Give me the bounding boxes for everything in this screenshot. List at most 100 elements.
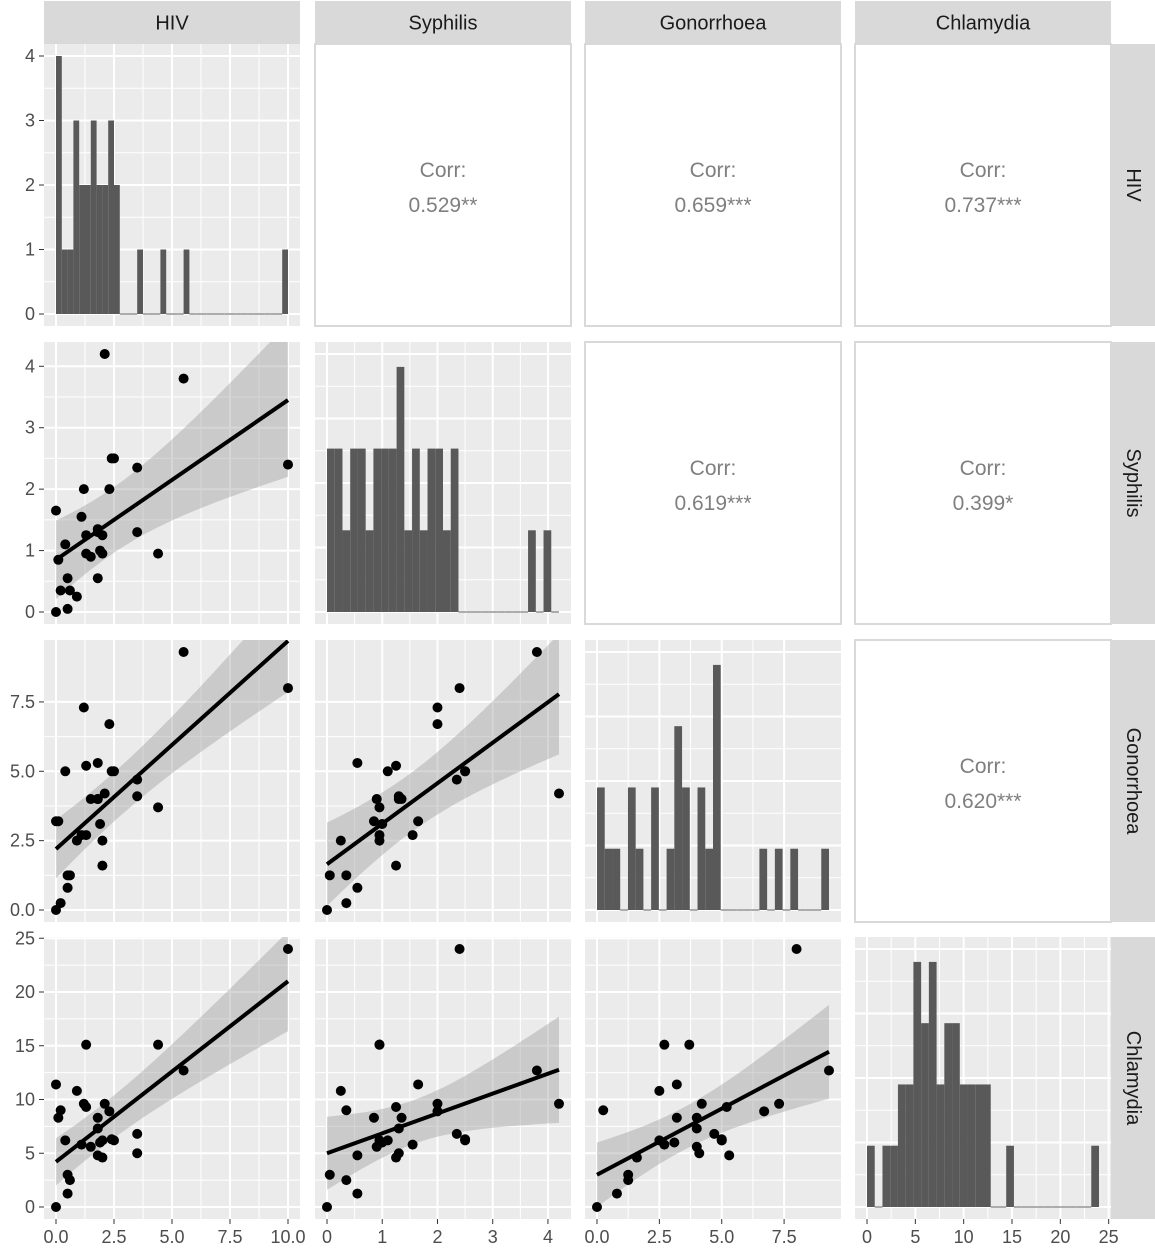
panel-background — [315, 937, 571, 1219]
histogram-bar — [674, 726, 683, 910]
data-point — [382, 766, 393, 777]
histogram-bar — [365, 530, 374, 612]
data-point — [432, 1098, 443, 1109]
corr-label: Corr: — [960, 457, 1007, 480]
histogram-bar — [357, 448, 366, 612]
panel-chlamydia-hiv — [44, 937, 300, 1219]
panel-syphilis-hiv — [44, 342, 300, 624]
y-tick-label-chlamydia: 10 — [15, 1090, 35, 1110]
data-point — [60, 766, 71, 777]
histogram-bar — [350, 448, 358, 612]
histogram-bar — [381, 448, 389, 612]
data-point — [55, 1105, 66, 1116]
corr-label: Corr: — [690, 457, 737, 480]
corr-label: Corr: — [960, 755, 1007, 778]
x-tick-label-syphilis: 0 — [322, 1227, 332, 1247]
histogram-bar — [373, 448, 382, 612]
data-point — [81, 1102, 92, 1113]
histogram-bar — [412, 448, 420, 612]
data-point — [81, 760, 92, 771]
data-point — [659, 1039, 670, 1050]
x-tick-label-hiv: 2.5 — [101, 1227, 126, 1247]
data-point — [413, 1079, 424, 1090]
data-point — [709, 1128, 720, 1139]
y-tick-label-chlamydia: 25 — [15, 928, 35, 948]
histogram-bar — [388, 448, 397, 612]
histogram-bar — [79, 185, 85, 314]
x-tick-label-chlamydia: 0 — [862, 1227, 872, 1247]
x-tick-label-syphilis: 3 — [488, 1227, 498, 1247]
y-tick-label-chlamydia: 15 — [15, 1036, 35, 1056]
data-point — [97, 548, 108, 559]
regression-line — [54, 640, 290, 851]
histogram-bar — [959, 1084, 968, 1207]
x-tick-label-hiv: 7.5 — [217, 1227, 242, 1247]
data-point — [391, 1102, 402, 1113]
histogram-bar — [666, 848, 675, 910]
data-point — [81, 1039, 92, 1050]
panel-gonorrhoea-syphilis — [315, 640, 571, 922]
data-point — [85, 794, 96, 805]
histogram-bar — [597, 787, 605, 910]
y-tick-label-gonorrhoea: 7.5 — [10, 692, 35, 712]
y-tick-label-syphilis: 0 — [25, 602, 35, 622]
panel-plot-area — [322, 640, 564, 915]
y-tick-label-hiv: 0 — [25, 304, 35, 324]
histogram-bar — [759, 848, 768, 910]
confidence-ribbon — [56, 342, 288, 600]
data-point — [81, 548, 92, 559]
data-point — [53, 1112, 64, 1123]
corr-value: 0.529** — [409, 194, 478, 217]
histogram-bar — [427, 448, 436, 612]
corr-value: 0.619*** — [674, 492, 751, 515]
data-point — [696, 1098, 707, 1109]
x-tick-label-syphilis: 1 — [377, 1227, 387, 1247]
data-point — [85, 1141, 96, 1152]
data-point — [109, 766, 119, 777]
data-point — [92, 794, 103, 805]
data-point — [322, 1202, 332, 1212]
data-point — [352, 1150, 363, 1161]
y-tick-label-syphilis: 1 — [25, 541, 35, 561]
panel-syphilis-gonorrhoea: Corr: 0.619*** — [584, 341, 842, 625]
data-point — [51, 816, 61, 827]
histogram-bar — [543, 530, 552, 612]
y-tick-label-chlamydia: 5 — [25, 1143, 35, 1163]
histogram-bar — [983, 1084, 991, 1207]
histogram-bar — [85, 185, 91, 314]
data-point — [460, 766, 471, 777]
data-point — [451, 774, 462, 785]
regression-line — [326, 1067, 560, 1156]
histogram-bar — [790, 848, 799, 910]
data-point — [97, 1135, 108, 1146]
data-point — [341, 1175, 352, 1186]
panel-hiv-chlamydia: Corr: 0.737*** — [854, 43, 1112, 327]
confidence-ribbon — [56, 937, 288, 1186]
data-point — [335, 1085, 346, 1096]
panel-gonorrhoea-gonorrhoea — [585, 640, 841, 922]
data-point — [631, 1152, 642, 1163]
corr-label: Corr: — [960, 159, 1007, 182]
panel-hiv-gonorrhoea: Corr: 0.659*** — [584, 43, 842, 327]
histogram-bar — [821, 848, 829, 910]
x-tick-label-syphilis: 2 — [432, 1227, 442, 1247]
data-point — [55, 585, 66, 596]
histogram-bar — [713, 664, 721, 910]
data-point — [432, 1106, 443, 1117]
data-point — [324, 1169, 335, 1180]
data-point — [554, 1098, 564, 1109]
data-point — [374, 830, 385, 841]
corr-value: 0.737*** — [944, 194, 1021, 217]
x-tick-label-gonorrhoea: 5.0 — [709, 1227, 734, 1247]
data-point — [554, 788, 564, 799]
strip-right-syphilis — [1111, 342, 1155, 624]
x-tick-label-hiv: 5.0 — [159, 1227, 184, 1247]
panel-chlamydia-gonorrhoea — [585, 937, 841, 1219]
data-point — [95, 819, 106, 829]
x-tick-label-syphilis: 4 — [543, 1227, 553, 1247]
histogram-bar — [334, 448, 343, 612]
panel-syphilis-syphilis — [315, 342, 571, 624]
strip-label-hiv: HIV — [1122, 168, 1144, 202]
data-point — [391, 760, 402, 771]
histogram-bar — [604, 848, 613, 910]
